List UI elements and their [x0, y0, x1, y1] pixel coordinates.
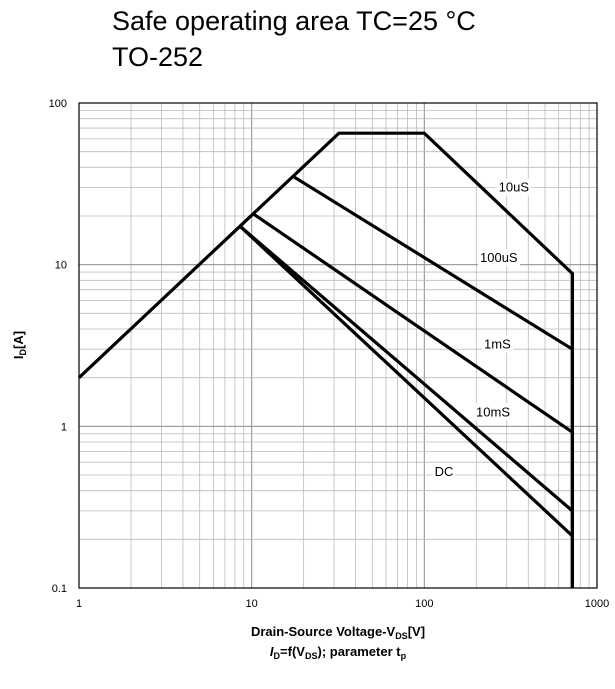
series-group	[77, 131, 575, 588]
curve-label-bg	[496, 178, 532, 196]
curve-labels: 10uS 100uS 1mS 10mS DC	[432, 178, 532, 481]
curve-label-10us: 10uS	[499, 180, 530, 195]
chart-title: Safe operating area TC=25 °C	[112, 6, 476, 36]
curve-label-dc: DC	[435, 464, 454, 479]
y-axis-label-sub: D	[18, 348, 28, 355]
x-axis-label: Drain-Source Voltage-VDS[V]	[251, 624, 425, 641]
caption-mid: =f(V	[280, 644, 305, 659]
series-line-1ms	[252, 212, 574, 434]
chart-subtitle: TO-252	[112, 42, 204, 72]
y-axis-label: ID[A]	[11, 331, 28, 359]
x-tick-labels: 1 10 100 1000	[76, 598, 609, 610]
curve-label-bg	[474, 403, 513, 421]
series-line-100us	[292, 175, 574, 351]
series-line-10ms	[239, 225, 574, 513]
curve-label-bg	[478, 248, 520, 266]
x-axis-label-unit: [V]	[408, 624, 425, 639]
caption-rhs-sub: p	[401, 651, 407, 661]
curve-label-100us: 100uS	[480, 250, 518, 265]
x-tick-label: 10	[246, 598, 258, 610]
y-tick-label: 1	[61, 421, 67, 433]
x-tick-label: 1	[76, 598, 82, 610]
caption-lhs: I	[270, 644, 274, 659]
y-tick-labels: 0.1 1 10 100	[49, 98, 67, 595]
x-axis-label-sub: DS	[395, 631, 408, 641]
series-line-dc	[239, 225, 574, 538]
x-tick-label: 100	[415, 598, 433, 610]
grid	[78, 102, 598, 589]
plot-frame	[78, 102, 598, 589]
x-axis-label-main: Drain-Source Voltage-V	[251, 624, 396, 639]
y-axis-label-unit: [A]	[11, 331, 26, 349]
caption-mid-sub: DS	[305, 651, 318, 661]
y-tick-label: 100	[49, 98, 67, 110]
y-tick-label: 10	[55, 260, 67, 272]
chart-caption: ID=f(VDS); parameter tp	[270, 644, 407, 661]
x-tick-label: 1000	[585, 598, 609, 610]
curve-label-bg	[432, 463, 456, 481]
y-tick-label: 0.1	[52, 583, 67, 595]
series-line-10us	[77, 131, 575, 588]
curve-label-10ms: 10mS	[476, 404, 510, 419]
curve-label-1ms: 1mS	[484, 337, 511, 352]
y-axis-label-main: I	[11, 355, 26, 359]
curve-label-bg	[482, 335, 514, 353]
caption-lhs-sub: D	[274, 651, 281, 661]
caption-rhs: ); parameter t	[317, 644, 401, 659]
